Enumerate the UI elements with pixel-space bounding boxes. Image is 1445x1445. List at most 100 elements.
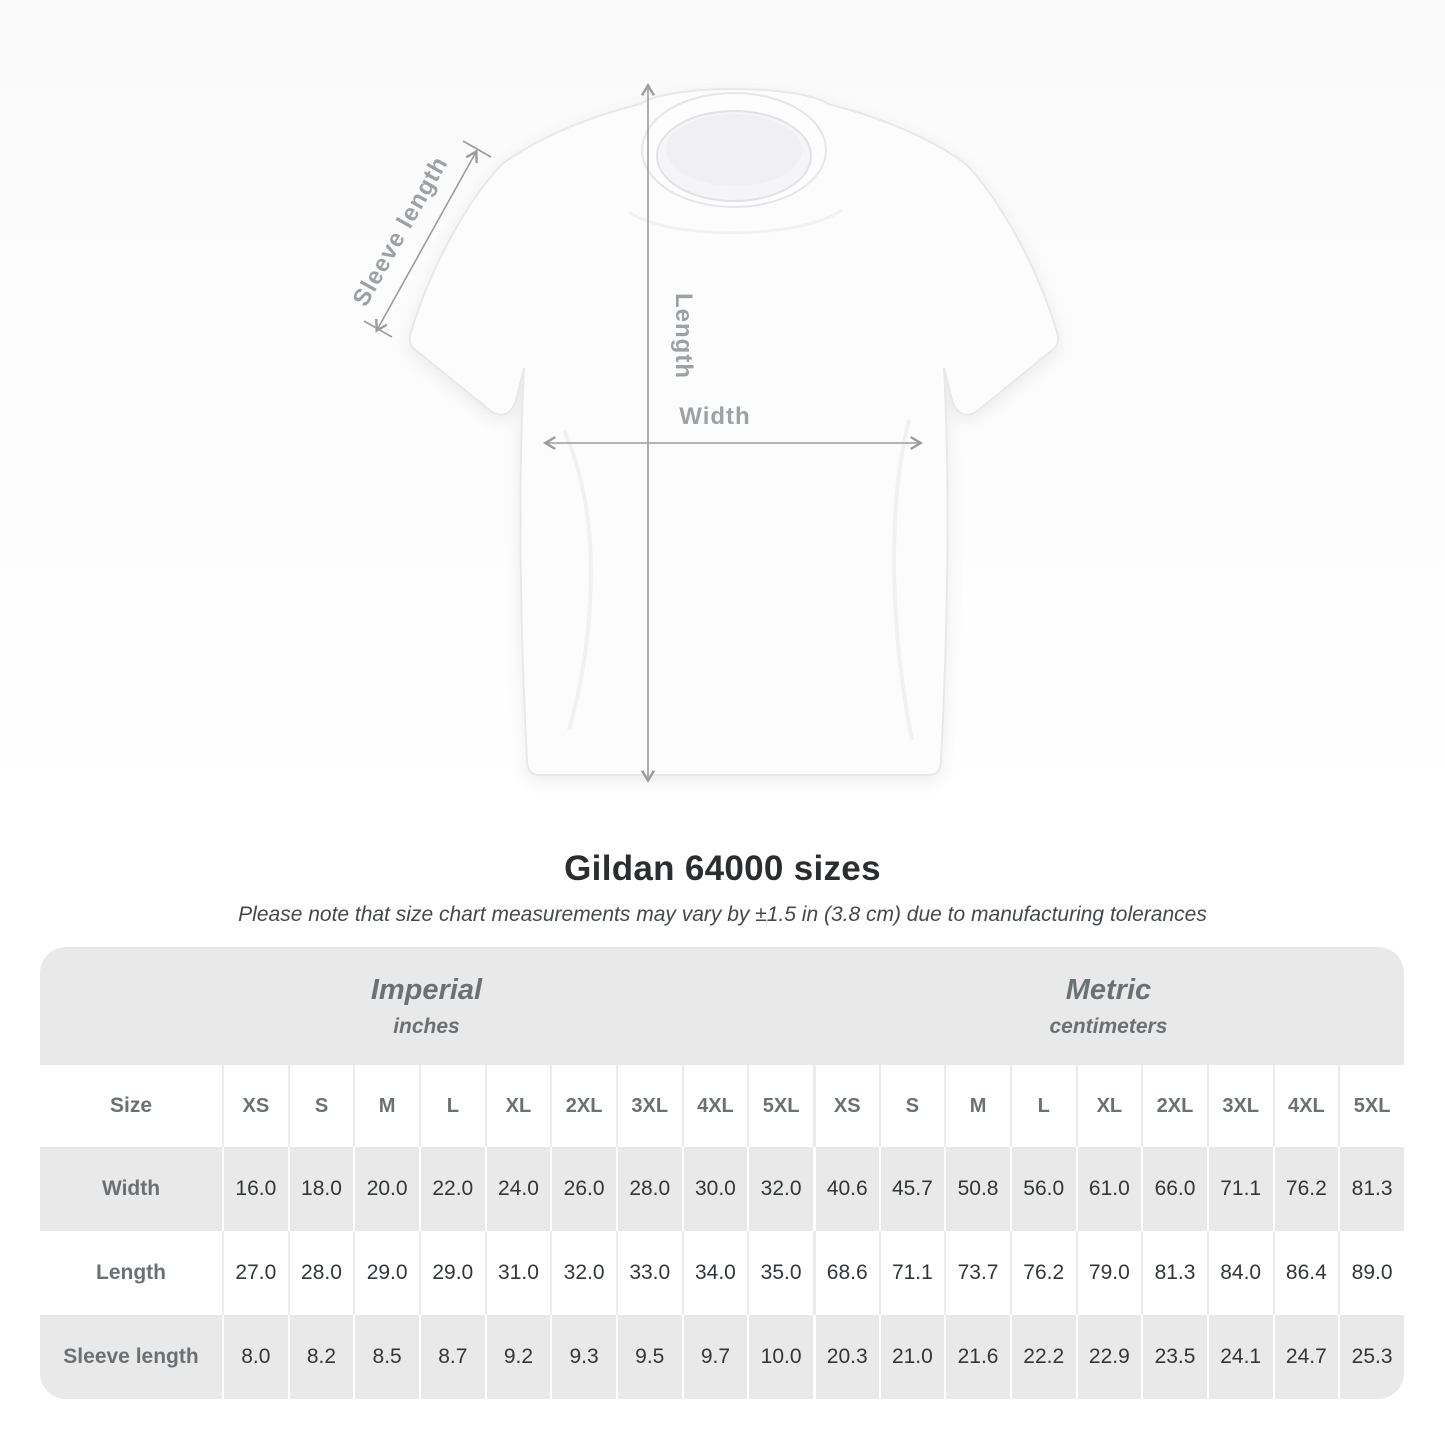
measurement-cell: 22.2 [1009,1315,1076,1399]
sleeve-dimension-arrow [375,149,478,333]
measurement-cell: 24.0 [484,1147,551,1231]
measurement-cell: 18.0 [287,1147,354,1231]
measurement-cell: 20.3 [812,1315,879,1399]
size-header-cell: XS [222,1065,288,1147]
size-header-cell: 4XL [1272,1065,1339,1147]
measurement-cell: 21.0 [878,1315,945,1399]
length-dimension-label: Length [670,293,697,379]
sleeve-dimension-tick [462,140,492,158]
wrinkle-shading [562,429,593,731]
page-title: Gildan 64000 sizes [564,849,881,888]
measurement-cell: 66.0 [1141,1147,1207,1231]
measurement-cell: 22.9 [1075,1315,1142,1399]
size-header-cell: 4XL [681,1065,748,1147]
measurement-cell: 40.6 [812,1147,879,1231]
imperial-group-unit: inches [393,1014,460,1038]
imperial-group-title: Imperial [370,973,483,1006]
width-dimension-label: Width [679,403,750,430]
size-header-cell: S [878,1065,945,1147]
size-header-cell: 3XL [615,1065,682,1147]
metric-group-header: Metric centimeters [812,947,1404,1065]
measurement-cell: 81.3 [1338,1147,1404,1231]
tolerance-note: Please note that size chart measurements… [238,903,1207,926]
wrinkle-shading [892,419,914,741]
measurement-cell: 22.0 [418,1147,485,1231]
measurement-cell: 45.7 [878,1147,945,1231]
tshirt-image [408,88,1060,776]
size-header-row: Size XS S M L XL 2XL 3XL 4XL 5XL XS S M L XL 2XL 3XL 4XL… [40,1065,1404,1147]
collar-inner-shadow [666,114,802,186]
measurement-cell: 32.0 [550,1231,616,1315]
size-header-cell: L [1009,1065,1076,1147]
measurement-cell: 29.0 [418,1231,485,1315]
measurement-cell: 76.2 [1272,1147,1339,1231]
measure-row-2: Sleeve length 8.0 8.2 8.5 8.7 9.2 9.3 9.5 9.7 10… [40,1315,1404,1399]
metric-group-unit: centimeters [1049,1014,1168,1038]
measurement-cell: 31.0 [484,1231,551,1315]
measurement-cell: 9.3 [550,1315,616,1399]
tshirt-measurement-diagram: Length Width Sleeve length [0,0,1445,835]
size-chart-table: Imperial inches Metric centimeters Size … [40,947,1404,1399]
size-header-cell: XS [812,1065,879,1147]
measurement-cell: 86.4 [1272,1231,1339,1315]
measurement-cell: 73.7 [944,1231,1010,1315]
size-header-cell: 5XL [1338,1065,1404,1147]
measurement-cell: 28.0 [615,1147,682,1231]
measurement-cell: 61.0 [1075,1147,1142,1231]
measurement-cell: 32.0 [747,1147,813,1231]
size-header-cell: 3XL [1206,1065,1273,1147]
measurement-cell: 24.1 [1206,1315,1273,1399]
measurement-cell: 33.0 [615,1231,682,1315]
size-column-header: Size [40,1065,222,1147]
size-header-cell: M [944,1065,1010,1147]
measurement-cell: 35.0 [747,1231,813,1315]
measure-row-0: Width 16.0 18.0 20.0 22.0 24.0 26.0 28.0 30.0 32… [40,1147,1404,1231]
metric-group-title: Metric [1065,973,1152,1006]
measurement-cell: 26.0 [550,1147,616,1231]
measurement-cell: 28.0 [287,1231,354,1315]
imperial-group-header: Imperial inches [40,947,813,1065]
measurement-cell: 30.0 [681,1147,748,1231]
row-label-sleeve-length: Sleeve length [40,1315,222,1399]
measurement-cell: 50.8 [944,1147,1010,1231]
measurement-cell: 9.7 [681,1315,748,1399]
measurement-cell: 20.0 [353,1147,419,1231]
measurement-cell: 16.0 [222,1147,288,1231]
measurement-cell: 56.0 [1009,1147,1076,1231]
measurement-cell: 81.3 [1141,1231,1207,1315]
measurement-cell: 71.1 [1206,1147,1273,1231]
measurement-cell: 23.5 [1141,1315,1207,1399]
size-header-cell: S [287,1065,354,1147]
measurement-cell: 9.2 [484,1315,551,1399]
measurement-cell: 10.0 [747,1315,813,1399]
measurement-cell: 8.7 [418,1315,485,1399]
measurement-cell: 25.3 [1338,1315,1404,1399]
measurement-cell: 21.6 [944,1315,1010,1399]
size-chart: Imperial inches Metric centimeters Size … [40,947,1404,1399]
measurement-cell: 34.0 [681,1231,748,1315]
measurement-cell: 79.0 [1075,1231,1142,1315]
measurement-cell: 29.0 [353,1231,419,1315]
measurement-cell: 24.7 [1272,1315,1339,1399]
measurement-cell: 8.5 [353,1315,419,1399]
row-label-length: Length [40,1231,222,1315]
size-header-cell: XL [484,1065,551,1147]
measurement-cell: 84.0 [1206,1231,1273,1315]
measurement-cell: 8.0 [222,1315,288,1399]
measurement-cell: 89.0 [1338,1231,1404,1315]
size-header-cell: 2XL [1141,1065,1207,1147]
size-header-cell: M [353,1065,419,1147]
measurement-cell: 8.2 [287,1315,354,1399]
measurement-cell: 9.5 [615,1315,682,1399]
size-header-cell: 5XL [747,1065,813,1147]
measurement-cell: 76.2 [1009,1231,1076,1315]
measurement-cell: 68.6 [812,1231,879,1315]
measurement-cell: 71.1 [878,1231,945,1315]
measure-row-1: Length 27.0 28.0 29.0 29.0 31.0 32.0 33.0 34.0 3… [40,1231,1404,1315]
size-header-cell: 2XL [550,1065,616,1147]
sleeve-dimension-tick [363,320,393,338]
size-header-cell: L [418,1065,485,1147]
measurement-cell: 27.0 [222,1231,288,1315]
size-header-cell: XL [1075,1065,1142,1147]
